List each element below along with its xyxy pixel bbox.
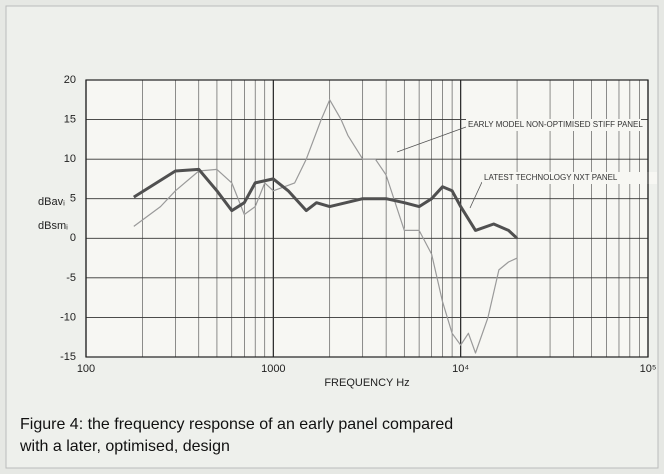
x-axis-label: FREQUENCY Hz — [324, 377, 409, 389]
y-tick-label: 15 — [64, 113, 76, 125]
label-bg — [482, 172, 657, 184]
label-bg — [466, 119, 641, 131]
y-tick-label: 0 — [70, 232, 76, 244]
plot-frame — [85, 79, 649, 358]
y-tick-label: 10 — [64, 153, 76, 165]
y-tick-label: -5 — [66, 272, 76, 284]
y-tick-label: 5 — [70, 193, 76, 205]
series-line — [133, 167, 519, 240]
y-tick-label: -15 — [60, 351, 76, 363]
leader-line — [469, 181, 483, 209]
x-tick-label: 1000 — [261, 363, 285, 375]
x-tick-label: 10⁴ — [452, 363, 469, 375]
series-label: EARLY MODEL NON-OPTIMISED STIFF PANEL — [468, 120, 643, 129]
y-axis-label: dBavᵢ — [38, 196, 65, 208]
leader-line — [396, 126, 467, 153]
y-axis-label: dBsmᵢ — [38, 220, 68, 232]
x-tick-label: 100 — [77, 363, 95, 375]
y-tick-label: 20 — [64, 74, 76, 86]
series-line — [133, 99, 518, 354]
caption: Figure 4: the frequency response of an e… — [20, 416, 453, 433]
series-label: LATEST TECHNOLOGY NXT PANEL — [484, 173, 618, 182]
y-tick-label: -10 — [60, 311, 76, 323]
x-tick-label: 10⁵ — [640, 363, 657, 375]
caption: with a later, optimised, design — [19, 438, 230, 455]
